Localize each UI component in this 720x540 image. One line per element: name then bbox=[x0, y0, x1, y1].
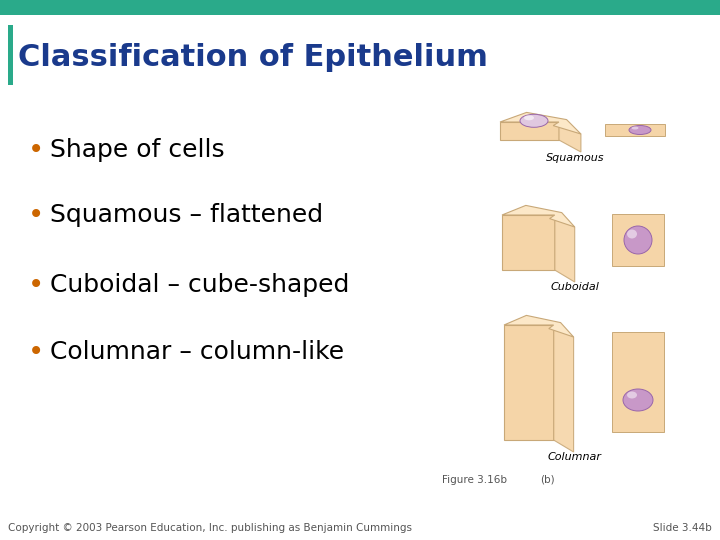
Text: •: • bbox=[28, 338, 44, 366]
Ellipse shape bbox=[524, 116, 534, 120]
Bar bbox=[0, 0, 720, 15]
Text: Figure 3.16b: Figure 3.16b bbox=[442, 475, 507, 485]
Text: Columnar – column-like: Columnar – column-like bbox=[50, 340, 344, 364]
Ellipse shape bbox=[631, 126, 639, 130]
Polygon shape bbox=[502, 215, 554, 270]
Bar bbox=[605, 124, 665, 136]
Polygon shape bbox=[504, 315, 574, 337]
Text: •: • bbox=[28, 271, 44, 299]
Text: Cuboidal: Cuboidal bbox=[551, 282, 600, 292]
Text: Slide 3.44b: Slide 3.44b bbox=[653, 523, 712, 533]
Polygon shape bbox=[500, 122, 559, 140]
Text: (b): (b) bbox=[540, 475, 554, 485]
Bar bbox=[612, 214, 664, 266]
Text: •: • bbox=[28, 136, 44, 164]
Ellipse shape bbox=[627, 392, 637, 399]
Text: Squamous: Squamous bbox=[546, 153, 604, 163]
Polygon shape bbox=[559, 122, 581, 152]
Text: Copyright © 2003 Pearson Education, Inc. publishing as Benjamin Cummings: Copyright © 2003 Pearson Education, Inc.… bbox=[8, 523, 412, 533]
Text: Columnar: Columnar bbox=[548, 452, 602, 462]
Ellipse shape bbox=[624, 226, 652, 254]
Polygon shape bbox=[502, 205, 575, 227]
Text: Shape of cells: Shape of cells bbox=[50, 138, 225, 162]
Polygon shape bbox=[554, 215, 575, 282]
Polygon shape bbox=[504, 325, 554, 440]
Bar bbox=[612, 332, 664, 432]
Text: Squamous – flattened: Squamous – flattened bbox=[50, 203, 323, 227]
Polygon shape bbox=[554, 325, 574, 452]
Ellipse shape bbox=[629, 125, 651, 134]
Polygon shape bbox=[500, 112, 581, 134]
Text: Cuboidal – cube-shaped: Cuboidal – cube-shaped bbox=[50, 273, 349, 297]
Ellipse shape bbox=[623, 389, 653, 411]
Bar bbox=[8, 25, 13, 85]
Text: Classification of Epithelium: Classification of Epithelium bbox=[18, 44, 488, 72]
Text: •: • bbox=[28, 201, 44, 229]
Ellipse shape bbox=[627, 230, 637, 239]
Ellipse shape bbox=[520, 114, 548, 127]
